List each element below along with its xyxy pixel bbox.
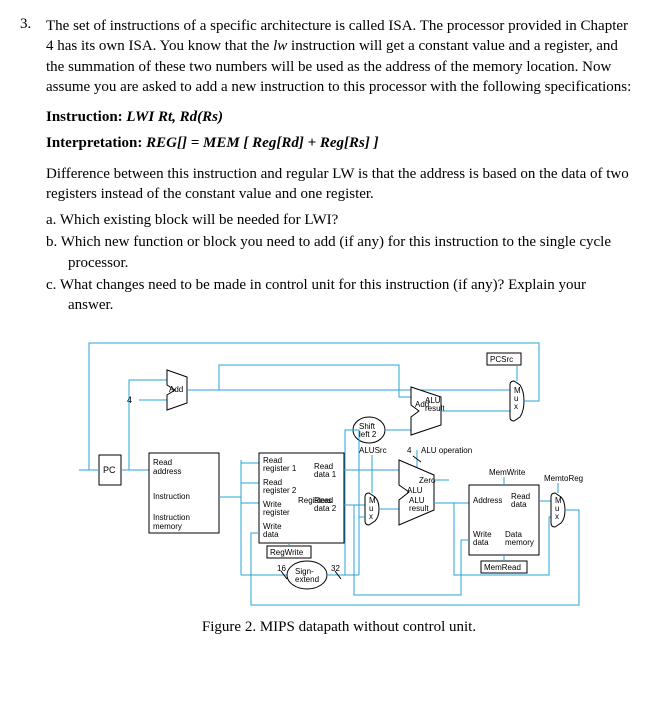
question-number: 3. — [20, 16, 46, 636]
svg-text:ALU: ALU — [407, 486, 423, 495]
part-b: b. Which new function or block you need … — [46, 232, 632, 273]
svg-text:Address: Address — [473, 496, 502, 505]
svg-text:4: 4 — [407, 446, 412, 455]
svg-text:Zero: Zero — [419, 476, 436, 485]
figure-caption: Figure 2. MIPS datapath without control … — [46, 619, 632, 636]
svg-text:4: 4 — [127, 395, 132, 405]
svg-text:Instruction: Instruction — [153, 492, 190, 501]
instruction-value: LWI Rt, Rd(Rs) — [126, 109, 223, 125]
instruction-line: Instruction: LWI Rt, Rd(Rs) — [46, 107, 632, 127]
svg-text:ALUSrc: ALUSrc — [359, 446, 387, 455]
svg-text:MemRead: MemRead — [484, 563, 521, 572]
svg-text:PC: PC — [103, 465, 116, 475]
interpretation-value: REG[] = MEM [ Reg[Rd] + Reg[Rs] ] — [146, 135, 379, 151]
svg-text:Shiftleft 2: Shiftleft 2 — [359, 422, 377, 439]
svg-text:MemtoReg: MemtoReg — [544, 474, 583, 483]
svg-text:ALUresult: ALUresult — [425, 396, 445, 413]
figure-wrap: PC 4 Add Readaddress Instruction Instruc… — [46, 325, 632, 636]
interpretation-line: Interpretation: REG[] = MEM [ Reg[Rd] + … — [46, 133, 632, 153]
difference-paragraph: Difference between this instruction and … — [46, 164, 632, 205]
instruction-label: Instruction: — [46, 109, 126, 125]
part-c: c. What changes need to be made in contr… — [46, 275, 632, 316]
question-block: 3. The set of instructions of a specific… — [20, 16, 632, 636]
datapath-figure: PC 4 Add Readaddress Instruction Instruc… — [69, 325, 609, 615]
lw-italic: lw — [273, 38, 287, 54]
svg-text:Add: Add — [169, 385, 183, 394]
question-body: The set of instructions of a specific ar… — [46, 16, 632, 636]
part-a: a. Which existing block will be needed f… — [46, 210, 632, 230]
svg-text:PCSrc: PCSrc — [490, 355, 513, 364]
svg-text:RegWrite: RegWrite — [270, 548, 304, 557]
svg-text:MemWrite: MemWrite — [489, 468, 526, 477]
svg-text:ALU operation: ALU operation — [421, 446, 472, 455]
intro-paragraph: The set of instructions of a specific ar… — [46, 16, 632, 97]
interpretation-label: Interpretation: — [46, 135, 146, 151]
